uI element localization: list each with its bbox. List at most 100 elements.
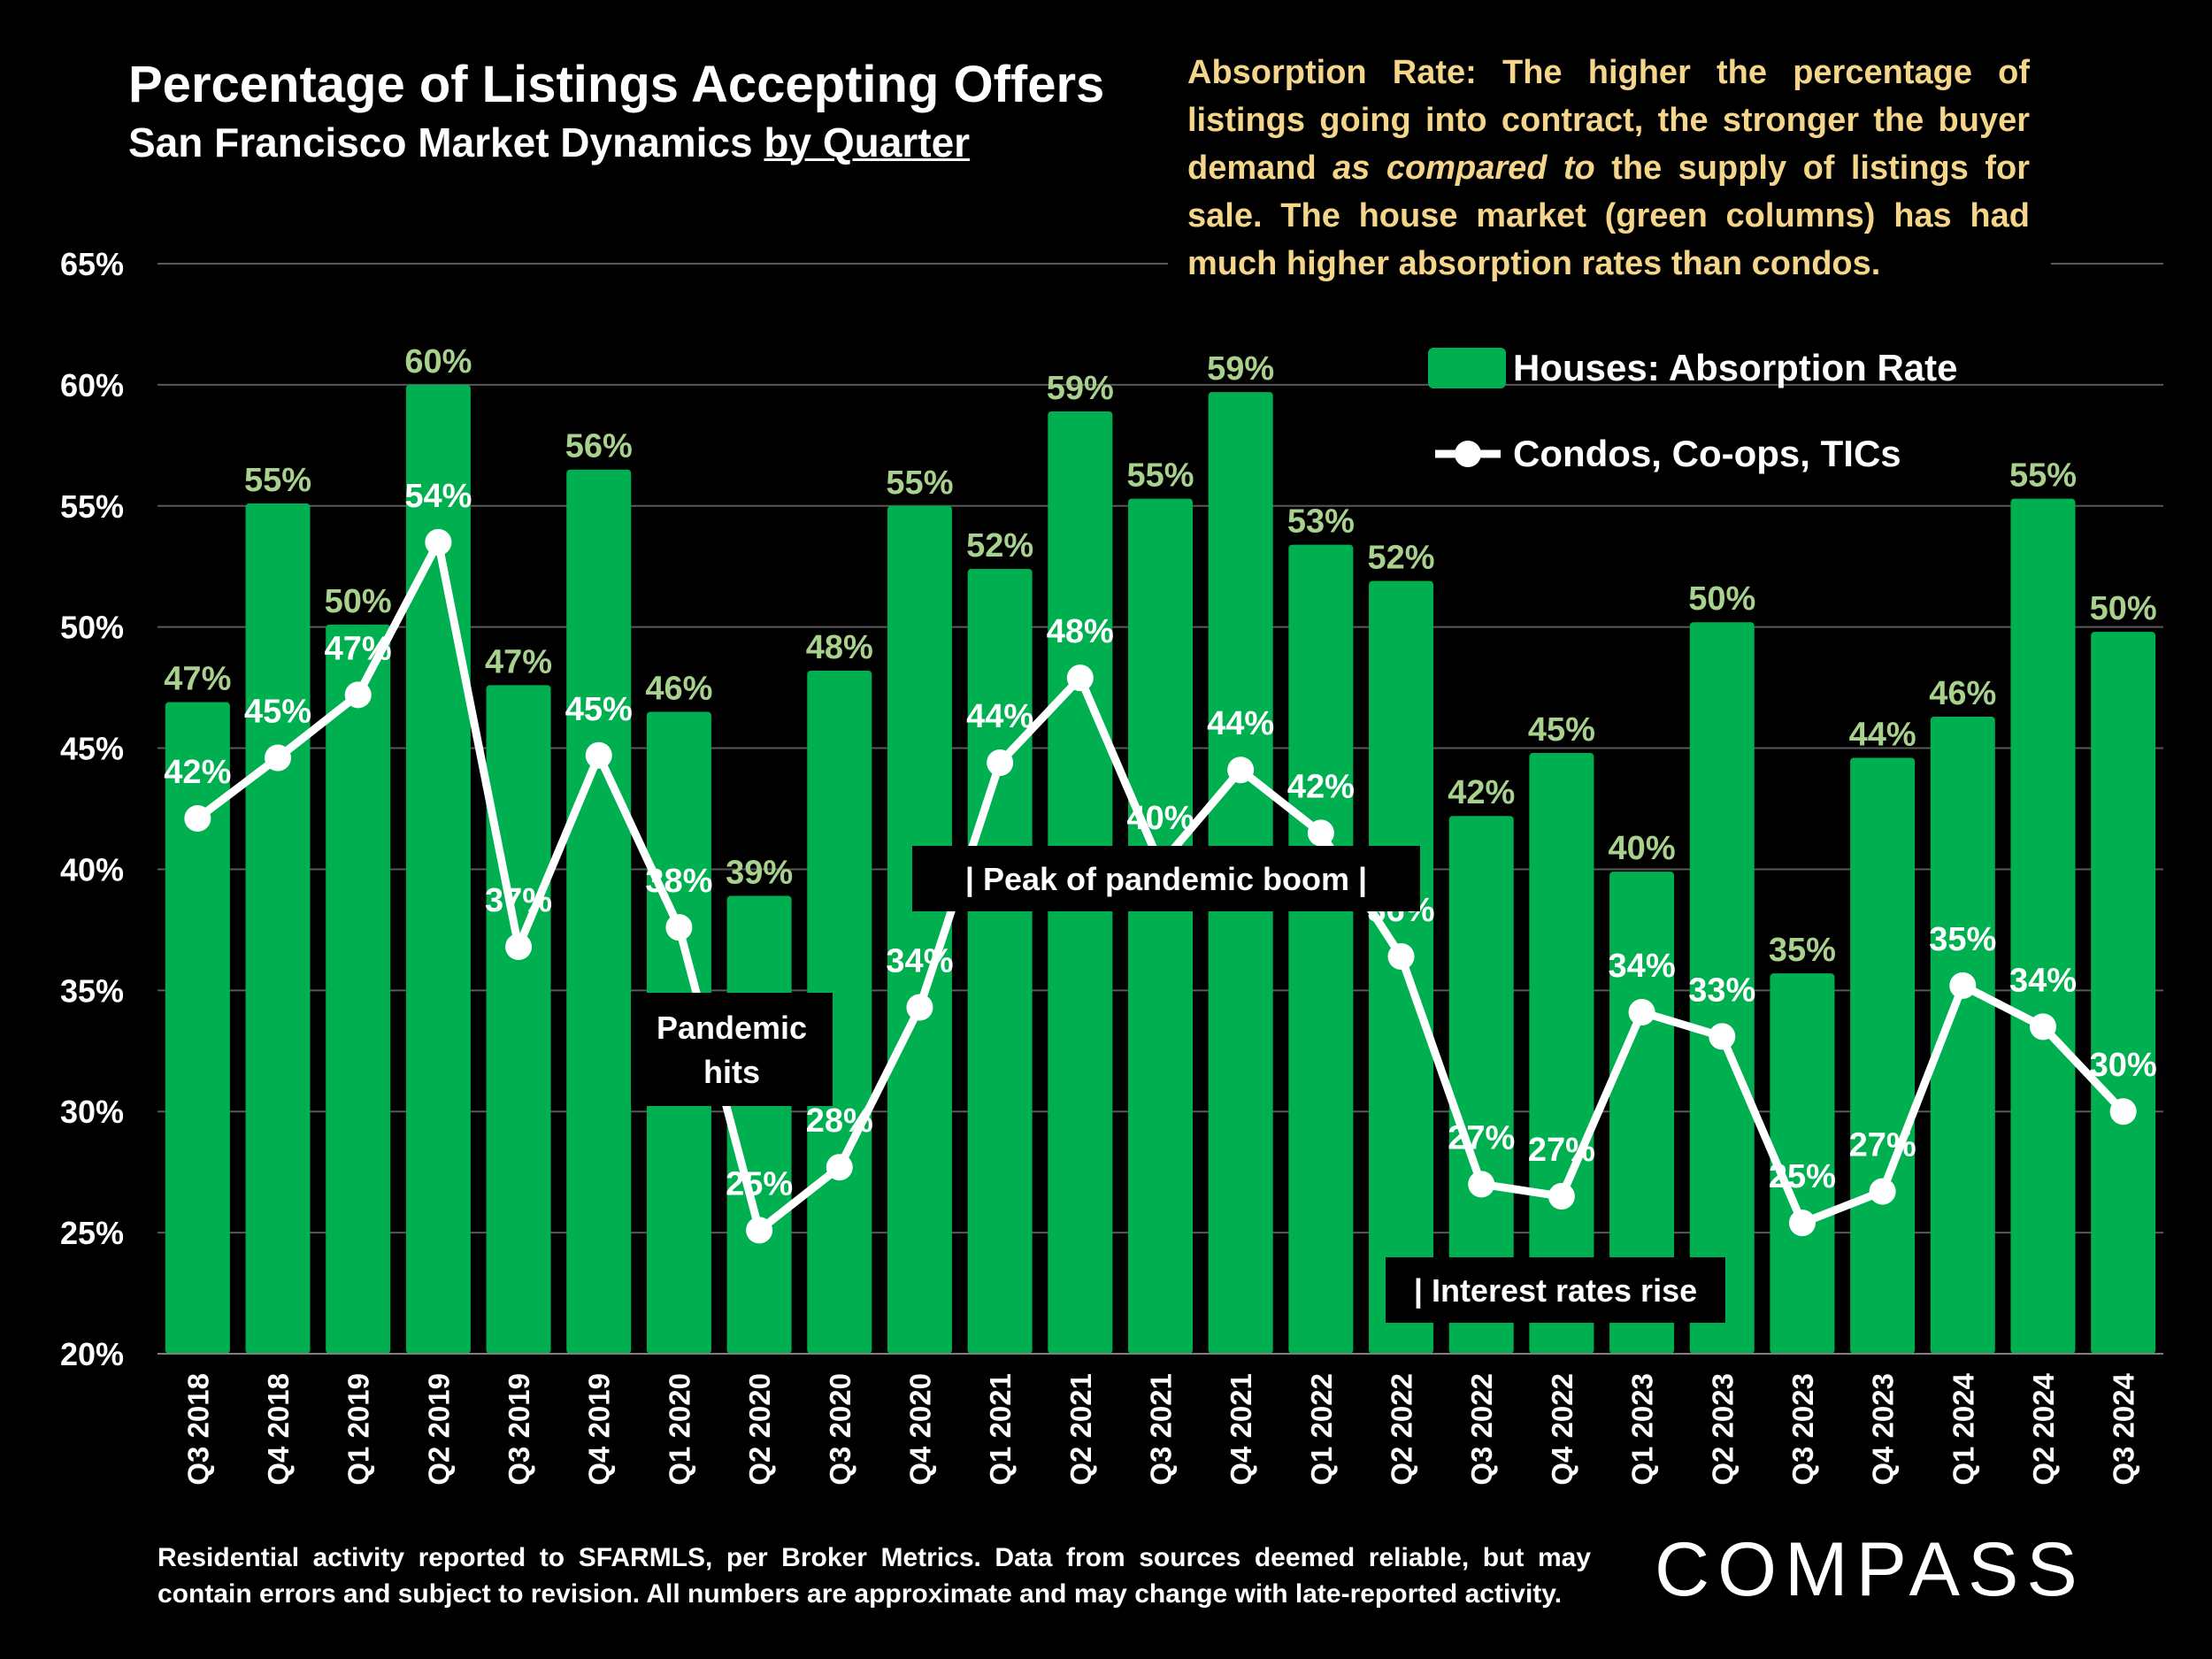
x-tick-label: Q4 2023 [1867,1373,1900,1486]
condo-point [344,681,372,709]
bar-data-label: 42% [1448,774,1515,811]
y-tick-label: 60% [60,367,124,403]
bar-data-label: 50% [1688,580,1755,618]
annotation-text: hits [703,1054,760,1090]
y-tick-label: 45% [60,731,124,767]
x-tick-label: Q2 2023 [1706,1373,1739,1486]
condo-data-label: 34% [1609,948,1676,985]
condo-data-label: 42% [1287,768,1355,805]
bar-Q1-2022 [1288,544,1354,1354]
condo-data-label: 28% [806,1102,873,1140]
note-part-3: the supply of listings for sale. The hou… [1187,150,2030,282]
x-tick-label: Q4 2018 [262,1373,295,1486]
condo-data-label: 27% [1849,1127,1916,1164]
condo-data-label: 25% [726,1165,793,1202]
bar-Q3-2018 [165,702,230,1354]
condo-point [1307,819,1334,847]
chart-subtitle: San Francisco Market Dynamics by Quarter [128,119,970,166]
condo-data-label: 34% [2009,962,2077,999]
bar-Q2-2023 [1689,622,1755,1354]
bar-data-label: 55% [1126,457,1194,495]
condo-data-label: 44% [966,698,1033,735]
condo-data-label: 54% [404,478,472,515]
condo-data-label: 45% [244,694,311,731]
x-tick-label: Q1 2019 [342,1373,375,1486]
subtitle-prefix: San Francisco Market Dynamics [128,119,764,165]
bar-Q4-2023 [1850,757,1916,1354]
condo-data-label: 37% [485,882,552,919]
y-tick-label: 20% [60,1336,124,1372]
y-tick-label: 25% [60,1215,124,1251]
bar-data-label: 40% [1609,830,1676,867]
compass-logo: COMPASS [1655,1527,2085,1612]
condo-point [2029,1013,2056,1041]
x-tick-label: Q4 2020 [903,1373,936,1486]
bar-Q1-2024 [1930,716,1995,1354]
annotation-text: | Peak of pandemic boom | [965,861,1367,898]
x-tick-label: Q4 2022 [1546,1373,1578,1486]
bar-data-label: 45% [1528,711,1595,749]
annotation-3: | Interest rates rise [1386,1257,1725,1323]
bar-data-label: 50% [325,583,392,620]
y-tick-label: 50% [60,610,124,646]
bar-data-label: 56% [565,428,633,465]
condo-point [665,914,693,941]
y-tick-label: 35% [60,972,124,1009]
x-tick-label: Q2 2020 [743,1373,776,1486]
bar-data-label: 46% [1929,675,1996,712]
condo-point [826,1154,853,1181]
condo-point [1387,943,1415,971]
condo-point [1869,1178,1896,1205]
condo-point [1468,1171,1495,1198]
bar-Q3-2024 [2091,632,2156,1354]
y-tick-label: 65% [60,246,124,282]
bar-Q3-2021 [1128,498,1193,1354]
annotation-text: Pandemic [657,1010,807,1046]
x-tick-label: Q4 2019 [583,1373,616,1486]
x-tick-label: Q3 2021 [1145,1373,1178,1486]
condo-point [1066,664,1094,692]
bar-data-label: 48% [806,629,873,666]
annotation-box [631,993,833,1106]
bars [165,384,2156,1355]
bar-data-label: 39% [726,855,793,892]
condo-point [2109,1098,2137,1125]
x-tick-label: Q1 2022 [1305,1373,1338,1486]
bar-data-label: 59% [1047,370,1114,407]
bar-Q3-2023 [1770,973,1835,1354]
condo-point [1709,1023,1736,1050]
condo-point [1788,1210,1816,1237]
bar-data-label: 35% [1769,932,1836,969]
annotation-box [1386,1257,1725,1323]
bar-labels: 47% 55% 50% 60% 47% 56% 46% 39% 48% 55% 52% 59% 55% 5… [164,343,2156,969]
condo-data-label: 48% [1047,613,1114,650]
bar-Q2-2024 [2010,498,2076,1354]
x-tick-label: Q1 2023 [1626,1373,1659,1486]
note-part-2-italic: as compared to [1333,150,1595,187]
annotation-box [912,846,1420,911]
condo-point [1227,757,1255,784]
x-tick-label: Q3 2023 [1786,1373,1819,1486]
x-tick-label: Q2 2021 [1064,1373,1097,1486]
x-tick-label: Q1 2021 [984,1373,1017,1486]
x-tick-label: Q3 2024 [2108,1372,2140,1485]
legend-line-marker [1455,441,1481,467]
y-tick-label: 30% [60,1094,124,1130]
bar-Q4-2020 [887,505,952,1354]
condo-point [265,744,292,772]
condo-data-label: 40% [1126,800,1194,837]
note-part-1: Absorption Rate: The higher the percenta… [1187,54,2030,187]
condo-point [585,741,612,769]
bar-data-label: 55% [2009,457,2077,495]
condo-point [425,528,452,556]
bar-data-label: 44% [1849,717,1916,754]
condo-data-label: 44% [1207,705,1274,742]
condo-data-label: 35% [1929,921,1996,958]
bar-data-label: 60% [404,343,472,380]
legend-line-label: Condos, Co-ops, TICs [1513,433,1901,474]
x-tick-label: Q4 2021 [1225,1373,1257,1486]
bar-data-label: 47% [485,643,552,680]
x-axis: Q3 2018 Q4 2018 Q1 2019 Q2 2019 Q3 2019 Q4 20… [157,1353,2163,1486]
footnote: Residential activity reported to SFARMLS… [157,1543,1591,1609]
bar-Q4-2019 [566,469,632,1354]
